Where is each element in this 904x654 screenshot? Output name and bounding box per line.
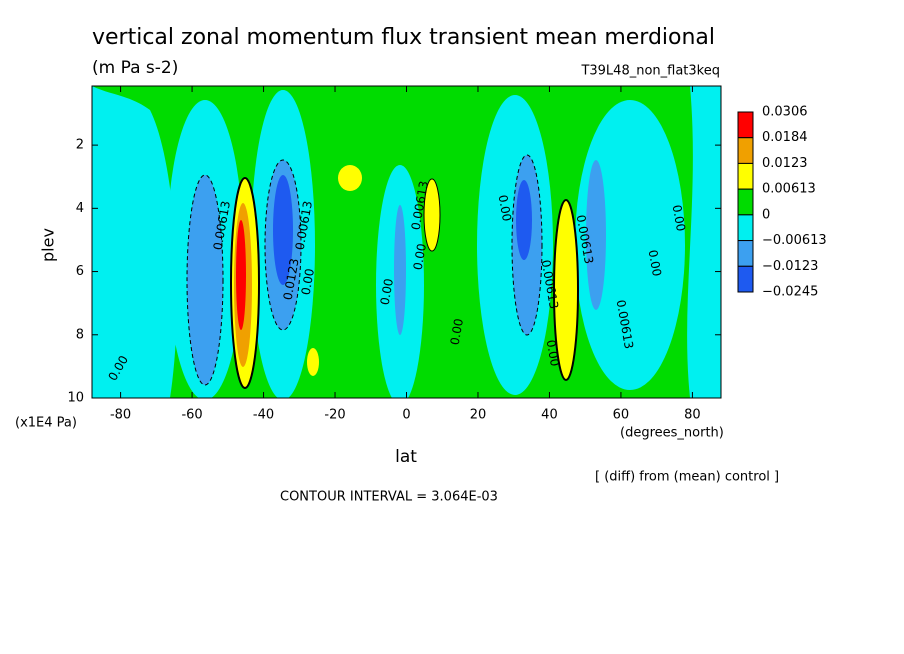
- contour-lines: [186, 154, 579, 389]
- contour-line: [264, 159, 302, 331]
- contour-line: [186, 174, 224, 386]
- contour-field: [92, 86, 721, 398]
- filled-contour: [187, 175, 223, 385]
- colorbar-label: 0.0306: [762, 105, 808, 120]
- filled-contour: [554, 200, 578, 380]
- filled-contour: [92, 86, 178, 398]
- x-tick-label: -40: [253, 408, 274, 423]
- contour-label: 0.00: [646, 249, 664, 278]
- x-tick-label: 60: [613, 408, 630, 423]
- filled-contour: [273, 175, 293, 285]
- colorbar-label: 0.0123: [762, 156, 808, 171]
- chart-subtitle: (m Pa s-2): [92, 58, 178, 78]
- colorbar-swatch: [737, 111, 754, 139]
- x-tick-label: 0: [402, 408, 410, 423]
- x-tick-label: 20: [470, 408, 487, 423]
- filled-contour: [236, 220, 246, 330]
- filled-contour: [338, 165, 362, 191]
- colorbar-swatch: [737, 188, 754, 216]
- colorbar-label: −0.0123: [762, 259, 818, 274]
- filled-contour: [516, 180, 532, 260]
- colorbar-swatch: [737, 214, 754, 242]
- colorbar-swatch: [737, 162, 754, 190]
- filled-contour: [394, 205, 406, 335]
- contour-label: 0.00: [496, 194, 514, 223]
- contour-label: 0.00: [299, 267, 317, 296]
- colorbar-swatch: [737, 265, 754, 293]
- colorbar-label: −0.0245: [762, 285, 818, 300]
- contour-label: 0.00: [544, 339, 562, 368]
- filled-contour: [307, 348, 319, 376]
- filled-contour: [424, 179, 440, 251]
- y-tick-label: 8: [76, 327, 84, 342]
- colorbar-swatch: [737, 137, 754, 164]
- y-tick-label: 6: [76, 264, 84, 279]
- contour-line: [511, 154, 543, 336]
- colorbar-label: 0.0184: [762, 130, 808, 145]
- y-tick-label: 4: [76, 201, 84, 216]
- contour-line: [423, 178, 441, 252]
- contour-label: 0.00: [448, 317, 466, 346]
- contour-line: [553, 199, 579, 381]
- filled-contour: [575, 100, 685, 390]
- colorbar-label: 0: [762, 207, 770, 222]
- contour-label: 0.00: [378, 277, 396, 306]
- filled-contour: [586, 160, 606, 310]
- run-label: T39L48_non_flat3keq: [580, 64, 720, 79]
- x-unit: (degrees_north): [620, 426, 724, 441]
- x-tick-label: 40: [541, 408, 558, 423]
- axes: -80 -60 -40 -20 0 20 40 60 80 2 4 6 8 10: [67, 86, 721, 423]
- y-tick-label: 2: [76, 138, 84, 153]
- contour-interval: CONTOUR INTERVAL = 3.064E-03: [280, 490, 498, 505]
- contour-line: [230, 177, 260, 389]
- x-axis-label: lat: [395, 447, 417, 467]
- x-tick-label: -20: [324, 408, 345, 423]
- x-tick-label: -60: [181, 408, 202, 423]
- filled-contour: [687, 86, 721, 398]
- colorbar-label: −0.00613: [762, 233, 827, 248]
- y-unit: (x1E4 Pa): [15, 416, 77, 431]
- y-tick-label: 10: [67, 391, 84, 406]
- chart-title: vertical zonal momentum flux transient m…: [92, 25, 715, 50]
- contour-label: 0.00: [411, 242, 429, 271]
- contour-label: 0.00: [670, 204, 688, 233]
- colorbar: 0.0306 0.0184 0.0123 0.00613 0 −0.00613 −0.012…: [737, 105, 827, 300]
- x-tick-label: 80: [684, 408, 701, 423]
- plot-area: 0.00 0.00613 0.0123 0.00613 0.00 0.00 0.…: [91, 85, 722, 399]
- x-tick-label: -80: [110, 408, 131, 423]
- y-axis-label: plev: [39, 228, 58, 262]
- colorbar-swatch: [737, 240, 754, 267]
- colorbar-label: 0.00613: [762, 182, 816, 197]
- note: [ (diff) from (mean) control ]: [595, 470, 779, 485]
